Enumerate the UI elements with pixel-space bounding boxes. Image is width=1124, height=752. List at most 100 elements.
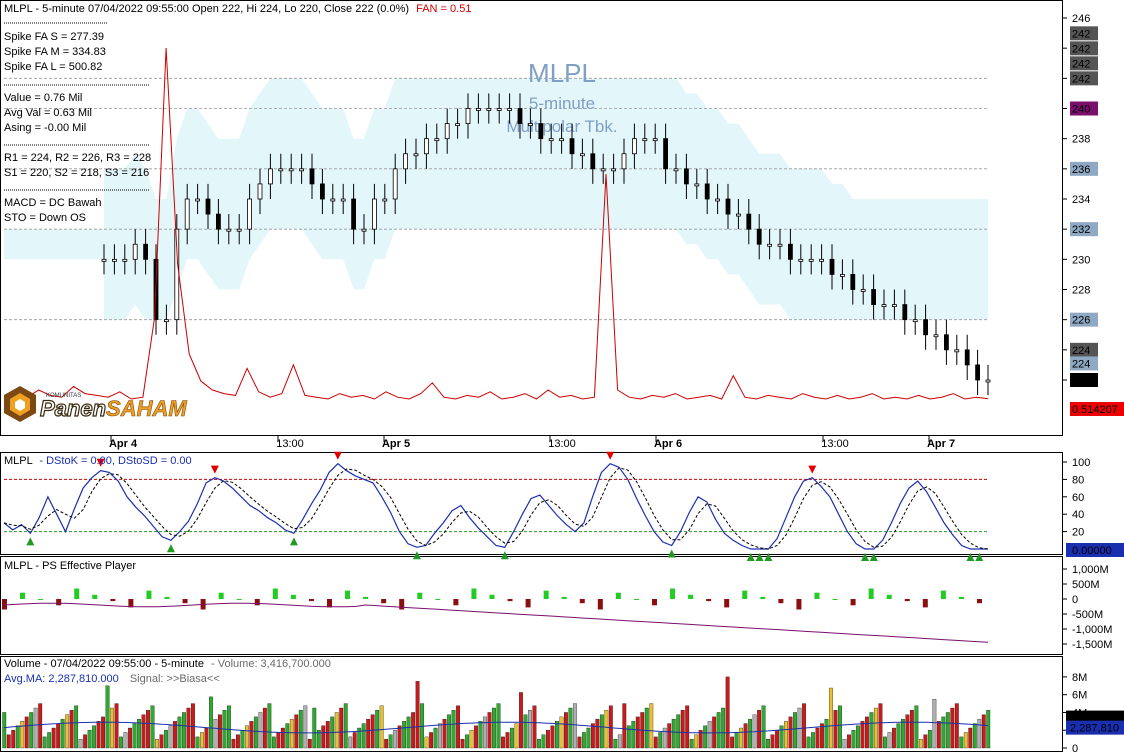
- info-line: Spike FA S = 277.39: [4, 31, 104, 43]
- volume-bar: [923, 734, 928, 749]
- volume-bar: [613, 738, 618, 749]
- volume-bar: [635, 716, 640, 749]
- ps-bar: [724, 599, 730, 608]
- candle-body: [944, 334, 949, 351]
- volume-bar: [775, 730, 779, 749]
- time-label: Apr 7: [927, 438, 955, 450]
- volume-bar: [451, 710, 456, 749]
- volume-tick-label: 6M: [1072, 690, 1087, 702]
- buy-arrow-icon: [861, 553, 869, 561]
- volume-bar: [343, 703, 348, 749]
- candle-body: [215, 213, 221, 230]
- candle-body: [954, 349, 960, 353]
- volume-bar: [253, 716, 258, 749]
- volume-bar: [384, 738, 389, 749]
- info-line: Asing = -0.00 Mil: [4, 122, 86, 134]
- candle-body: [101, 258, 107, 262]
- volume-bar: [469, 730, 474, 749]
- sell-arrow-icon: [333, 451, 342, 460]
- volume-bar: [667, 723, 672, 749]
- volume-bar: [289, 718, 294, 749]
- volume-bar: [977, 718, 982, 749]
- volume-bar: [456, 705, 460, 749]
- volume-bar: [276, 732, 281, 749]
- volume-bar: [743, 723, 748, 749]
- volume-bar: [847, 734, 851, 749]
- volume-bar: [856, 725, 860, 749]
- volume-bar: [397, 725, 402, 749]
- volume-bar: [676, 714, 681, 749]
- watermark-symbol: MLPL: [528, 58, 596, 88]
- volume-bar: [429, 732, 433, 749]
- logo-left-text: Panen: [40, 396, 106, 421]
- volume-bar: [644, 707, 649, 749]
- candle-body: [475, 108, 481, 111]
- candle-body: [684, 168, 689, 185]
- volume-bar: [572, 703, 577, 749]
- ps-tick-label: 1,000M: [1072, 564, 1109, 576]
- ps-bar: [868, 588, 874, 599]
- candle-body: [933, 334, 939, 338]
- candle-body: [444, 123, 450, 140]
- price-marker-label: 242: [1072, 73, 1090, 85]
- ps-tick-label: 500M: [1072, 579, 1100, 591]
- volume-bar: [869, 712, 874, 749]
- volume-bar: [339, 707, 344, 749]
- price-marker: [1070, 342, 1098, 357]
- buy-arrow-icon: [289, 537, 298, 546]
- ps-bar: [670, 588, 676, 599]
- volume-bar: [460, 738, 465, 749]
- candle-body: [663, 138, 668, 170]
- candle-body: [580, 153, 585, 157]
- candle-body: [923, 319, 928, 336]
- ps-bar: [615, 592, 621, 599]
- volume-bar: [465, 734, 469, 749]
- volume-bar: [707, 721, 712, 749]
- volume-bar: [537, 738, 541, 749]
- ps-bar: [543, 590, 549, 599]
- ps-bar: [345, 590, 351, 599]
- volume-bar: [195, 736, 200, 749]
- candle-body: [850, 274, 856, 290]
- volume-bar: [671, 718, 676, 749]
- volume-bar: [581, 732, 586, 749]
- candle-body: [621, 153, 627, 170]
- ps-bar: [688, 594, 694, 599]
- stoch-current-marker: [1066, 543, 1124, 557]
- volume-bar: [424, 736, 429, 749]
- candle-body: [985, 379, 991, 383]
- volume-bar: [159, 734, 164, 749]
- price-marker-label: 0.514207: [1072, 404, 1118, 416]
- volume-bar: [379, 705, 384, 749]
- time-label: 13:00: [276, 438, 304, 450]
- volume-bar: [146, 710, 150, 749]
- volume-bar: [375, 710, 380, 749]
- fan-line: [3, 47, 989, 400]
- sell-arrow-icon: [606, 451, 615, 460]
- candle-body: [351, 198, 357, 230]
- volume-bar: [622, 703, 627, 749]
- info-line: Spike FA M = 334.83: [4, 46, 106, 58]
- volume-avg-label: 2,287,810: [1070, 723, 1119, 735]
- volume-bar: [20, 721, 25, 749]
- candle-body: [143, 243, 149, 260]
- volume-bar: [213, 718, 218, 749]
- candle-body: [964, 349, 970, 366]
- ps-bar: [796, 599, 802, 610]
- candle-body: [361, 228, 367, 232]
- volume-bar: [770, 734, 775, 749]
- volume-bar: [851, 730, 856, 749]
- volume-bar: [96, 721, 101, 749]
- price-marker-label: 242: [1072, 28, 1090, 40]
- volume-bar: [78, 738, 83, 749]
- candle-body: [163, 319, 169, 323]
- volume-bar: [173, 721, 177, 749]
- ps-bar: [236, 599, 242, 600]
- header-symbol: MLPL: [4, 3, 33, 15]
- candle-body: [912, 319, 918, 323]
- volume-bar: [802, 703, 806, 749]
- volume-bar: [110, 707, 114, 749]
- candle-body: [871, 289, 876, 305]
- ps-bar: [2, 599, 7, 610]
